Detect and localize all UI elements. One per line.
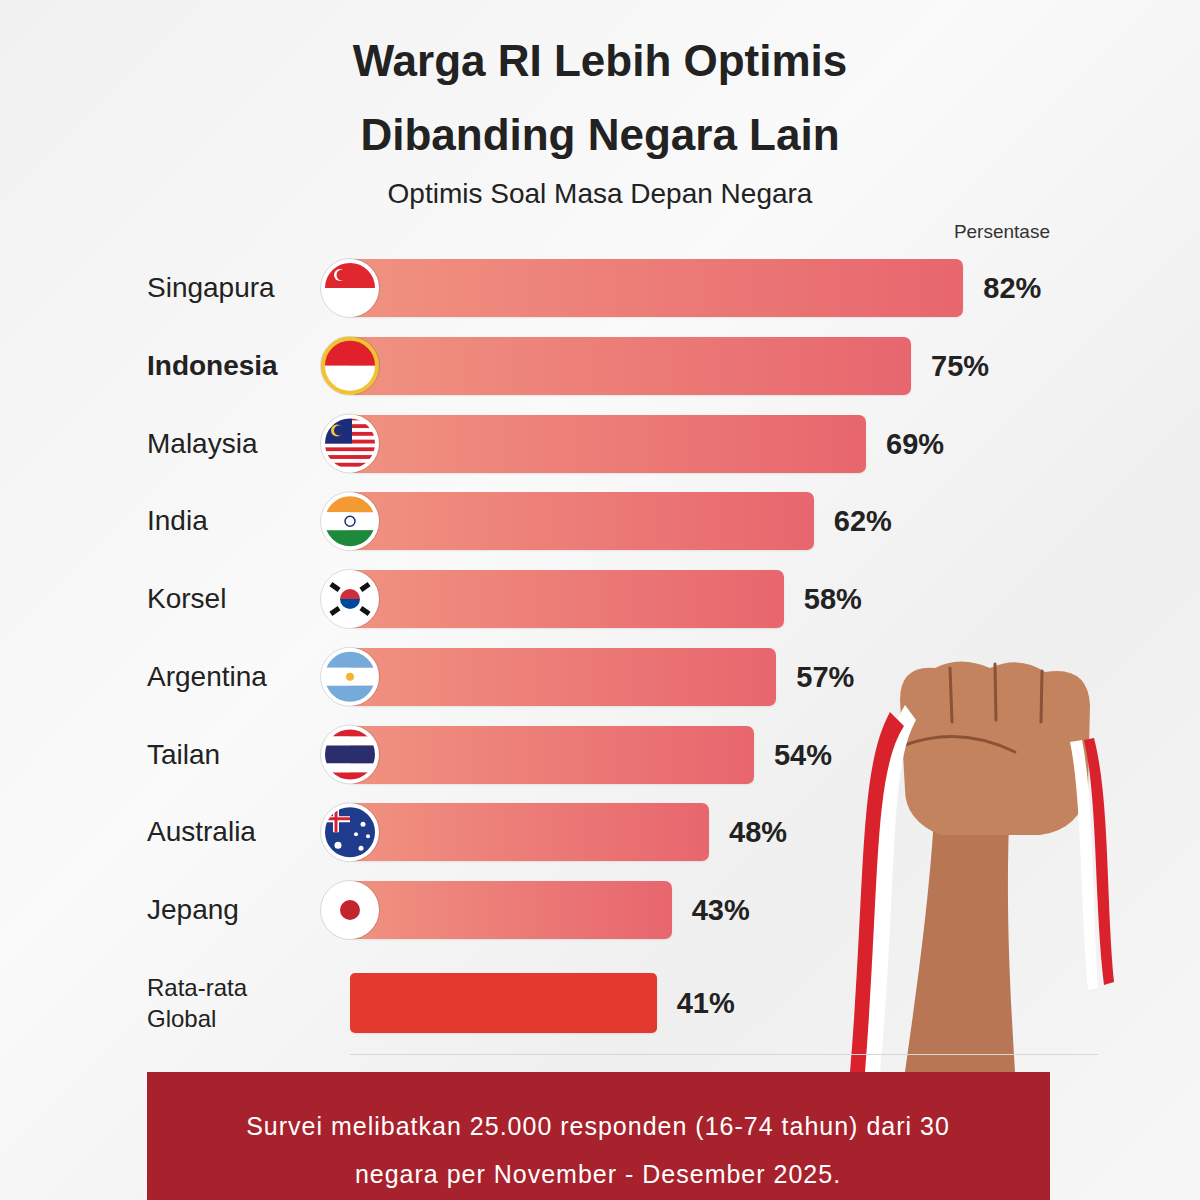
flag-border: [323, 728, 377, 782]
category-label: Indonesia: [147, 349, 337, 383]
bar: [350, 803, 709, 861]
bar: [350, 648, 776, 706]
bar: [350, 259, 963, 317]
footnote: Survei melibatkan 25.000 responden (16-7…: [228, 1102, 968, 1198]
data-label: 57%: [796, 660, 854, 694]
flag-border: [323, 494, 377, 548]
data-label: 58%: [804, 582, 862, 616]
data-label: 54%: [774, 738, 832, 772]
data-label: 75%: [931, 349, 989, 383]
data-label: 41%: [677, 986, 735, 1020]
data-label: 82%: [983, 271, 1041, 305]
category-label: Jepang: [147, 893, 337, 927]
flag-icon: [323, 261, 377, 315]
fist: [900, 662, 1090, 836]
flag-border: [323, 572, 377, 626]
fist-line: [950, 668, 952, 722]
flag-icon: [323, 883, 377, 937]
category-label: Malaysia: [147, 427, 337, 461]
subtitle: Optimis Soal Masa Depan Negara: [200, 176, 1000, 212]
bar: [350, 337, 911, 395]
flag-icon: [323, 572, 377, 626]
flag-shadow: [321, 803, 380, 862]
ribbon-red: [850, 712, 904, 1072]
category-label: Singapura: [147, 271, 337, 305]
bar: [350, 726, 754, 784]
bar: [350, 415, 866, 473]
flag-border: [323, 805, 377, 859]
flag-border: [323, 417, 377, 471]
flag-shadow: [321, 881, 380, 940]
bar: [350, 492, 814, 550]
fist-line: [995, 664, 996, 720]
flags: [0, 0, 1200, 1200]
category-label: India: [147, 504, 337, 538]
flag-shadow: [321, 414, 380, 473]
footer-panel: Survei melibatkan 25.000 responden (16-7…: [147, 1072, 1050, 1200]
title: Warga RI Lebih Optimis Dibanding Negara …: [250, 24, 950, 172]
data-label: 48%: [729, 815, 787, 849]
flag-shadow: [321, 259, 380, 318]
x-axis-line: [350, 1054, 1098, 1055]
data-label: 69%: [886, 427, 944, 461]
flag-icon: [323, 417, 377, 472]
flag-icon: [323, 728, 377, 783]
bar: [350, 881, 672, 939]
flag-border: [323, 883, 377, 937]
flag-shadow: [321, 725, 380, 784]
data-label: 43%: [692, 893, 750, 927]
flag-border: [323, 261, 377, 315]
category-label: Tailan: [147, 738, 337, 772]
category-label: Rata-rata Global: [147, 972, 297, 1034]
flag-icon: [323, 494, 377, 549]
flag-icon: [323, 339, 377, 393]
flag-border: [323, 339, 377, 393]
bar: [350, 570, 784, 628]
flag-border: [323, 650, 377, 704]
fist-line: [905, 736, 1015, 752]
data-label: 62%: [834, 504, 892, 538]
fist-line: [1041, 671, 1042, 722]
unit-label: Persentase: [850, 220, 1050, 244]
flag-shadow: [321, 492, 380, 551]
bar: [350, 973, 657, 1033]
category-label: Argentina: [147, 660, 337, 694]
ribbon-red: [1084, 738, 1114, 985]
flag-shadow: [321, 570, 380, 629]
category-label: Australia: [147, 815, 337, 849]
flag-icon: [323, 650, 377, 705]
forearm: [905, 800, 1015, 1072]
category-label: Korsel: [147, 582, 337, 616]
flag-icon: [323, 805, 377, 859]
flag-shadow: [321, 647, 380, 706]
flag-shadow: [321, 336, 380, 395]
